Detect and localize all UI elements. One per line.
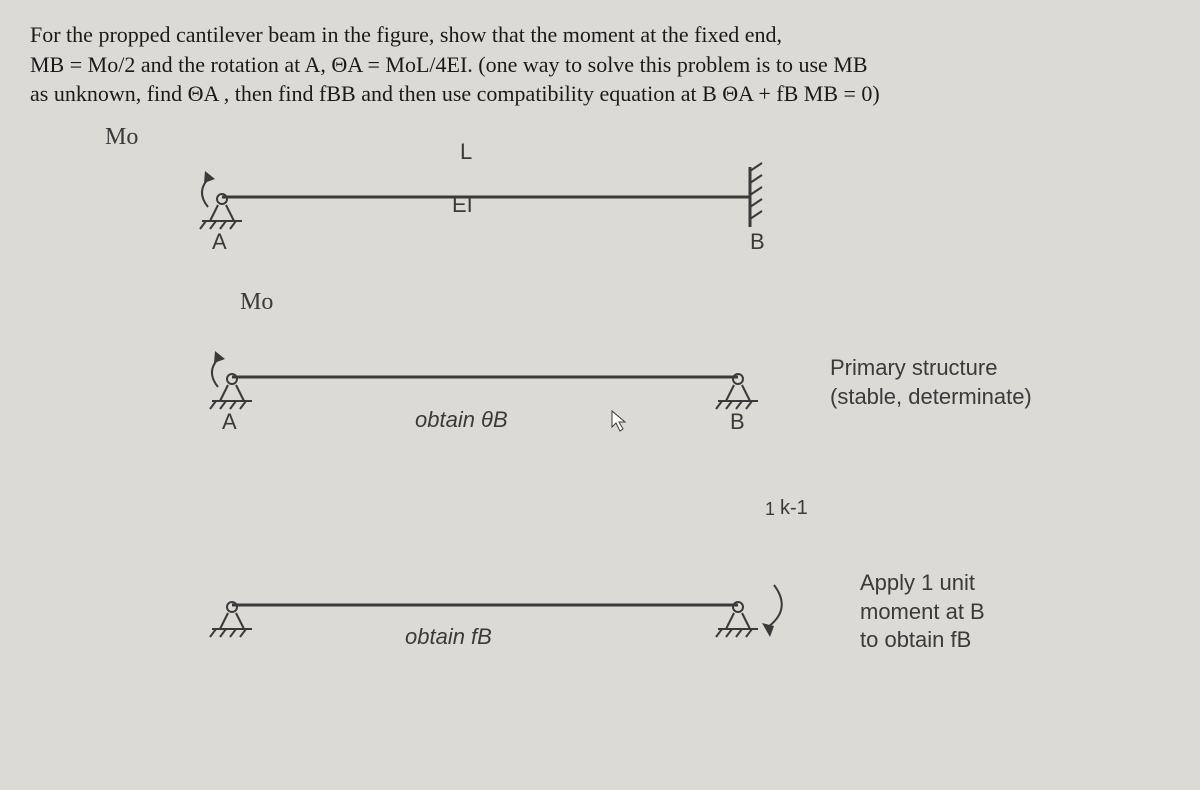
- B-label-1: B: [750, 229, 765, 255]
- L-label: L: [460, 139, 472, 165]
- note2-line1: Primary structure: [830, 355, 997, 380]
- unit-k-label: k-1: [780, 497, 808, 520]
- note3-line1: Apply 1 unit: [860, 570, 975, 595]
- note3-line3: to obtain fB: [860, 627, 971, 652]
- mo-label-2: Mo: [240, 289, 273, 316]
- obtain-theta-b: obtain θB: [415, 407, 508, 433]
- A-label-1: A: [212, 229, 227, 255]
- problem-statement: For the propped cantilever beam in the f…: [30, 20, 1170, 109]
- diagram-area: Mo L EI A B Mo: [30, 129, 1170, 729]
- note2-line2: (stable, determinate): [830, 384, 1032, 409]
- problem-line-2: MB = Mo/2 and the rotation at A, ΘA = Mo…: [30, 52, 868, 77]
- problem-line-1: For the propped cantilever beam in the f…: [30, 22, 782, 47]
- EI-label: EI: [452, 192, 473, 218]
- B-label-2: B: [730, 409, 745, 435]
- beam-diagram-1: [180, 149, 800, 249]
- unit-moment-note: Apply 1 unit moment at B to obtain fB: [860, 569, 985, 655]
- mo-label-1: Mo: [105, 124, 138, 151]
- note3-line2: moment at B: [860, 599, 985, 624]
- obtain-fb: obtain fB: [405, 624, 492, 650]
- beam-diagram-3: [190, 549, 830, 669]
- one-label: 1: [765, 499, 775, 520]
- primary-structure-note: Primary structure (stable, determinate): [830, 354, 1032, 411]
- problem-line-3: as unknown, find ΘA , then find fBB and …: [30, 81, 880, 106]
- A-label-2: A: [222, 409, 237, 435]
